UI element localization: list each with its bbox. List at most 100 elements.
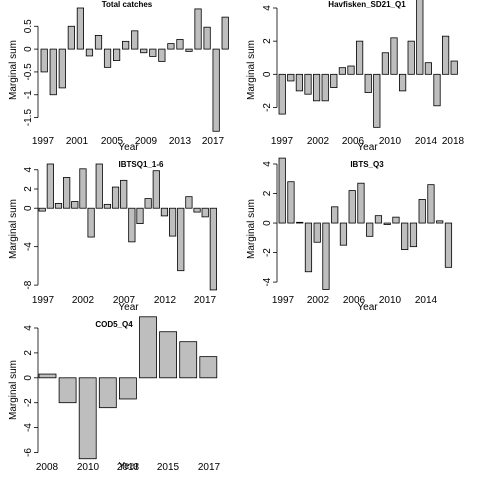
bar-2016 [193,207,201,213]
x-tick-label: 2015 [157,462,180,473]
panel-cod5-q4: COD5_Q4 -6 -4 -2 0 2 4 Marginal sum 2008 2010 2013… [8,316,221,473]
bar-2003 [87,207,95,238]
bar-2014 [427,184,435,224]
bar-2004 [95,163,103,209]
bar-1997 [38,207,46,212]
bar-2009 [381,52,390,75]
bar-2009 [58,377,77,404]
panel-title: IBTSQ1_1-6 [119,160,164,169]
x-tick-label: 2009 [135,136,158,147]
bar-2006 [357,182,365,224]
y-tick-label: -2 [23,398,34,407]
y-tick-label: 4 [262,5,273,11]
bar-2017 [450,60,458,75]
y-tick-label: -4 [23,423,34,432]
y-tick-label: 0 [262,71,273,77]
bar-2010 [158,48,166,62]
bar-2000 [304,73,312,95]
bar-2012 [409,222,418,248]
y-tick-label: 0 [262,220,273,226]
y-axis-label: Marginal sum [8,40,19,100]
bar-1998 [49,48,57,96]
x-tick-label: 2018 [442,136,465,147]
bar-2002 [321,73,329,102]
y-tick-label: -8 [23,280,34,289]
bar-2014 [177,207,185,272]
y-tick-label: -4 [262,277,273,286]
x-tick-label: 2005 [101,136,124,147]
bar-2000 [67,25,75,50]
panel-title: Havfisken_SD21_Q1 [328,0,406,9]
bar-2011 [401,222,409,251]
panel-ibtsq1: IBTSQ1_1-6 -8 -4 0 2 4 Marginal sum 1997 2002 200… [8,160,217,313]
x-axis-label: Year [118,302,139,313]
bar-2003 [330,73,338,88]
bar-2004 [103,48,112,68]
y-tick-label: -0.5 [23,63,34,81]
panel-havfisken: Havfisken_SD21_Q1 -2 0 2 4 Marginal sum 1997 20… [246,0,465,153]
bar-2005 [348,190,356,224]
bar-2014 [424,62,433,75]
bar-2009 [136,207,144,224]
x-tick-label: 2013 [169,136,192,147]
y-tick-label: 2 [23,350,34,356]
bar-2003 [331,206,339,224]
y-tick-label: -4 [23,242,34,251]
x-tick-label: 1997 [32,136,55,147]
y-axis-label: Marginal sum [8,360,19,420]
panel-title: Total catches [102,0,153,9]
y-tick-label: 0 [23,205,34,211]
bar-2005 [103,203,111,209]
bar-2010 [78,377,97,460]
bar-1997 [40,48,48,73]
x-axis-label: Year [118,461,139,472]
x-tick-label: 2002 [72,295,95,306]
bar-2001 [71,201,79,209]
y-tick-label: 4 [262,161,273,167]
bar-2001 [76,7,84,50]
x-tick-label: 2002 [307,136,330,147]
x-tick-label: 2013 [117,462,140,473]
bar-2014 [194,8,202,50]
bar-2007 [364,73,372,93]
bar-2015 [203,26,211,50]
x-tick-label: 2017 [202,136,225,147]
bar-2004 [339,222,348,246]
y-tick-label: -1.5 [23,109,34,127]
bar-2016 [444,222,453,268]
x-tick-label: 1997 [271,136,294,147]
bar-2017 [201,207,209,218]
x-tick-label: 1997 [32,295,55,306]
panel-ibts-q3: IBTS_Q3 -4 -2 0 2 4 Marginal sum 1997 2002 2006 20… [246,157,453,313]
x-tick-label: 2014 [415,136,438,147]
x-axis-label: Year [118,142,139,153]
bar-1999 [296,221,304,224]
bar-2012 [119,377,137,400]
bar-2012 [160,207,169,217]
y-tick-label: 0.5 [23,19,34,33]
bar-1999 [58,48,66,89]
y-tick-label: 0 [23,375,34,381]
x-tick-label: 2008 [36,462,59,473]
bar-1997 [278,157,286,224]
x-tick-label: 2014 [415,295,438,306]
x-tick-label: 2007 [113,295,136,306]
bar-2016 [441,35,450,75]
bar-2008 [128,207,136,243]
bar-2011 [152,170,160,209]
x-tick-label: 2017 [194,295,217,306]
bar-2013 [416,0,424,75]
panel-title: COD5_Q4 [95,320,133,329]
x-tick-label: 2010 [379,295,402,306]
panel-total-catches: Total catches -1.5 -1 -0.5 0 0.5 Marginal sum 1… [8,0,229,153]
bar-2016 [199,356,218,379]
bar-2008 [140,48,148,54]
bar-2002 [79,168,87,209]
y-tick-label: -6 [23,448,34,457]
bar-2015 [436,220,444,224]
x-tick-label: 2010 [77,462,100,473]
bar-2011 [167,43,175,50]
bar-2013 [418,199,426,224]
bar-2002 [322,222,330,290]
